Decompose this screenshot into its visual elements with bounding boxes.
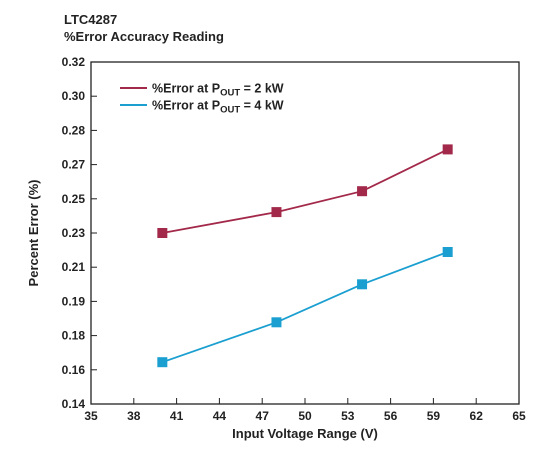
y-tick-label: 0.30	[62, 89, 86, 103]
y-tick-label: 0.18	[62, 329, 86, 343]
plot-frame	[90, 61, 520, 405]
data-point	[442, 247, 453, 257]
legend-label: %Error at POUT = 4 kW	[152, 99, 284, 116]
chart-subtitle: %Error Accuracy Reading	[64, 29, 224, 44]
series-line	[162, 251, 448, 364]
x-tick-label: 59	[427, 409, 441, 423]
x-axis-label: Input Voltage Range (V)	[232, 426, 378, 441]
x-tick-label: 50	[298, 409, 312, 423]
chart-title: LTC4287	[64, 12, 118, 27]
y-tick-label: 0.32	[62, 55, 86, 69]
data-point	[271, 317, 282, 328]
legend: %Error at POUT = 2 kW%Error at POUT = 4 …	[120, 82, 284, 116]
axes: 35 38 41 44 47 50 53 56 59 62 65 0.14 0.16 0.18 0.19 0.…	[26, 55, 526, 441]
data-point	[157, 228, 168, 238]
x-tick-label: 41	[170, 409, 184, 423]
y-tick-label: 0.27	[62, 158, 86, 172]
x-tick-label: 47	[256, 409, 270, 423]
x-tick-label: 56	[384, 409, 398, 423]
y-tick-label: 0.19	[62, 294, 86, 308]
x-tick-label: 53	[341, 409, 355, 423]
data-point	[357, 186, 368, 197]
y-tick-label: 0.21	[62, 260, 86, 274]
y-tick-label: 0.16	[62, 363, 86, 377]
series-2	[157, 247, 453, 368]
legend-label: %Error at POUT = 2 kW	[152, 82, 284, 99]
y-axis-label: Percent Error (%)	[26, 180, 41, 287]
y-tick-label: 0.23	[62, 226, 86, 240]
data-point	[157, 357, 168, 368]
series-layer	[157, 144, 453, 368]
x-tick-label: 38	[127, 409, 141, 423]
y-tick-label: 0.14	[62, 397, 86, 411]
series-1	[157, 144, 453, 238]
data-point	[271, 207, 282, 218]
data-point	[357, 279, 368, 290]
x-tick-label: 35	[84, 409, 98, 423]
series-line	[162, 148, 449, 234]
y-tick-label: 0.28	[62, 123, 86, 137]
y-tick-label: 0.25	[62, 192, 86, 206]
x-tick-label: 44	[213, 409, 227, 423]
data-point	[442, 144, 453, 155]
x-tick-label: 62	[470, 409, 484, 423]
x-tick-label: 65	[512, 409, 526, 423]
